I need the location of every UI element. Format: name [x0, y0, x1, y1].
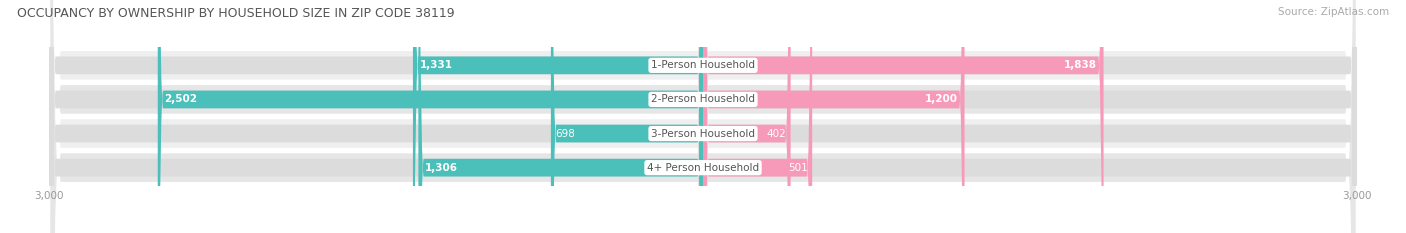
FancyBboxPatch shape — [49, 0, 703, 233]
FancyBboxPatch shape — [419, 0, 703, 233]
Text: 1,838: 1,838 — [1064, 60, 1097, 70]
Text: 4+ Person Household: 4+ Person Household — [647, 163, 759, 173]
FancyBboxPatch shape — [49, 0, 703, 233]
Text: 402: 402 — [766, 129, 786, 139]
FancyBboxPatch shape — [551, 0, 703, 233]
FancyBboxPatch shape — [413, 0, 703, 233]
Text: 2-Person Household: 2-Person Household — [651, 94, 755, 104]
Text: 1-Person Household: 1-Person Household — [651, 60, 755, 70]
Text: 2,502: 2,502 — [165, 94, 197, 104]
FancyBboxPatch shape — [49, 0, 1357, 233]
Text: 1,331: 1,331 — [419, 60, 453, 70]
FancyBboxPatch shape — [703, 0, 813, 233]
FancyBboxPatch shape — [157, 0, 703, 233]
FancyBboxPatch shape — [49, 0, 703, 233]
FancyBboxPatch shape — [703, 0, 1357, 233]
Text: 698: 698 — [555, 129, 575, 139]
FancyBboxPatch shape — [703, 0, 1104, 233]
Text: 1,200: 1,200 — [925, 94, 957, 104]
Text: 1,306: 1,306 — [425, 163, 458, 173]
FancyBboxPatch shape — [49, 0, 1357, 233]
FancyBboxPatch shape — [703, 0, 1357, 233]
FancyBboxPatch shape — [49, 0, 703, 233]
FancyBboxPatch shape — [703, 0, 790, 233]
Text: Source: ZipAtlas.com: Source: ZipAtlas.com — [1278, 7, 1389, 17]
FancyBboxPatch shape — [49, 0, 1357, 233]
Text: 3-Person Household: 3-Person Household — [651, 129, 755, 139]
FancyBboxPatch shape — [49, 0, 1357, 233]
FancyBboxPatch shape — [703, 0, 1357, 233]
FancyBboxPatch shape — [703, 0, 965, 233]
Text: OCCUPANCY BY OWNERSHIP BY HOUSEHOLD SIZE IN ZIP CODE 38119: OCCUPANCY BY OWNERSHIP BY HOUSEHOLD SIZE… — [17, 7, 454, 20]
FancyBboxPatch shape — [703, 0, 1357, 233]
Text: 501: 501 — [789, 163, 808, 173]
